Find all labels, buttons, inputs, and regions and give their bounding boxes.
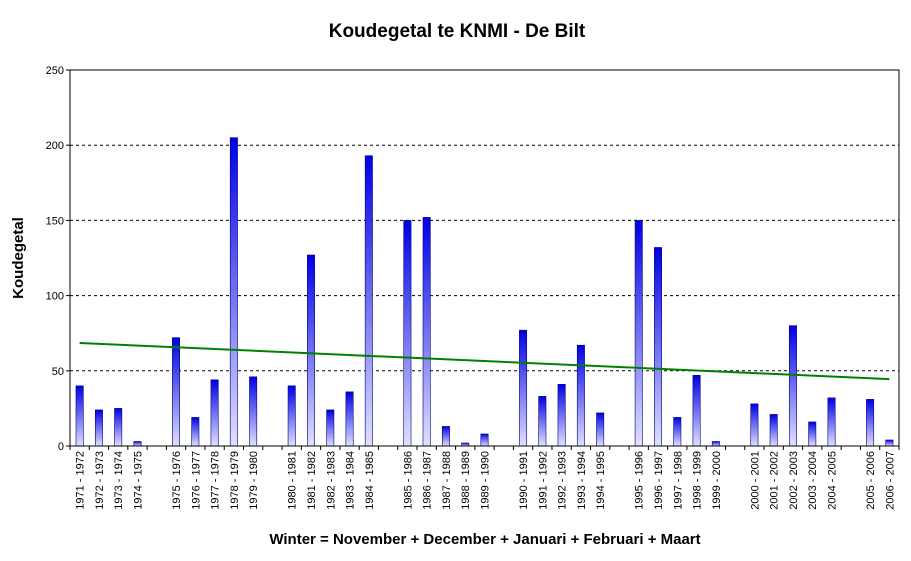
x-tick-label: 1991 - 1992 xyxy=(537,451,549,510)
bar xyxy=(711,441,720,447)
y-tick-label: 250 xyxy=(46,65,64,77)
x-tick-label: 1996 - 1997 xyxy=(653,451,665,510)
bar xyxy=(422,217,431,447)
bar xyxy=(808,421,817,447)
bar xyxy=(403,220,412,447)
x-tick-label: 1979 - 1980 xyxy=(248,451,260,510)
chart-title: Koudegetal te KNMI - De Bilt xyxy=(329,21,586,42)
x-tick-label: 1982 - 1983 xyxy=(325,451,337,510)
x-tick-label: 1977 - 1978 xyxy=(210,451,222,510)
x-tick-label: 1973 - 1974 xyxy=(113,451,125,510)
bar xyxy=(692,375,701,447)
x-tick-label: 1980 - 1981 xyxy=(287,451,299,510)
x-tick-label: 1995 - 1996 xyxy=(634,451,646,510)
x-tick-label: 2005 - 2006 xyxy=(865,451,877,510)
y-tick-label: 100 xyxy=(46,291,64,303)
bar xyxy=(249,376,258,447)
x-tick-label: 1976 - 1977 xyxy=(190,451,202,510)
y-axis-title: Koudegetal xyxy=(10,217,27,299)
x-tick-label: 1992 - 1993 xyxy=(557,451,569,510)
x-tick-label: 1984 - 1985 xyxy=(364,451,376,510)
x-tick-label: 1972 - 1973 xyxy=(94,451,106,510)
x-tick-label: 2002 - 2003 xyxy=(788,451,800,510)
x-tick-label: 2003 - 2004 xyxy=(807,451,819,510)
x-tick-label: 1983 - 1984 xyxy=(345,451,357,510)
x-tick-label: 1985 - 1986 xyxy=(402,451,414,510)
x-tick-label: 1974 - 1975 xyxy=(132,451,144,510)
bar xyxy=(326,409,335,447)
bar xyxy=(750,403,759,447)
bar xyxy=(307,254,315,447)
trendline xyxy=(79,341,890,381)
x-tick-label: 2004 - 2005 xyxy=(827,451,839,510)
bar xyxy=(114,408,123,447)
x-tick-label: 1990 - 1991 xyxy=(518,451,530,510)
bar xyxy=(538,396,547,447)
y-tick-label: 0 xyxy=(58,441,64,453)
x-tick-label: 1987 - 1988 xyxy=(441,451,453,510)
x-tick-label: 1988 - 1989 xyxy=(460,451,472,510)
y-tick-label: 200 xyxy=(46,140,64,152)
bar xyxy=(769,414,778,447)
bar xyxy=(673,417,682,447)
axes xyxy=(66,69,900,450)
bar xyxy=(480,433,489,447)
bar xyxy=(827,397,836,447)
x-tick-label: 2000 - 2001 xyxy=(749,451,761,510)
x-tick-label: 1986 - 1987 xyxy=(422,451,434,510)
x-tick-label: 1989 - 1990 xyxy=(480,451,492,510)
plot-area-border xyxy=(69,69,900,447)
bar xyxy=(191,417,200,447)
x-tick-label: 1978 - 1979 xyxy=(229,451,241,510)
bar xyxy=(172,337,180,447)
x-axis-title: Winter = November + December + Januari +… xyxy=(269,531,700,548)
x-tick-label: 1998 - 1999 xyxy=(692,451,704,510)
x-tick-label: 2006 - 2007 xyxy=(884,451,896,510)
x-tick-label: 1975 - 1976 xyxy=(171,451,183,510)
trendline-group xyxy=(79,341,890,381)
y-tick-label: 150 xyxy=(46,215,64,227)
bar xyxy=(94,409,103,447)
x-tick-label: 1999 - 2000 xyxy=(711,451,723,510)
bar xyxy=(885,439,894,447)
bars xyxy=(75,137,894,447)
bar xyxy=(75,385,84,447)
y-tick-labels: 0 50 100 150 200 250 xyxy=(46,65,64,453)
x-tick-label: 2001 - 2002 xyxy=(769,451,781,510)
bar xyxy=(519,329,528,447)
bar xyxy=(557,384,566,447)
bar xyxy=(596,412,605,447)
bar xyxy=(133,441,142,447)
y-tick-label: 50 xyxy=(52,366,64,378)
x-tick-label: 1993 - 1994 xyxy=(576,451,588,510)
bar xyxy=(210,379,219,447)
bar xyxy=(866,399,875,447)
bar xyxy=(229,137,238,447)
bar xyxy=(634,220,643,447)
bar xyxy=(287,385,296,447)
gridlines xyxy=(70,69,899,372)
x-tick-label: 1981 - 1982 xyxy=(306,451,318,510)
x-tick-label: 1994 - 1995 xyxy=(595,451,607,510)
bar xyxy=(345,391,354,447)
x-tick-label: 1997 - 1998 xyxy=(672,451,684,510)
bar xyxy=(576,344,585,447)
bar xyxy=(788,325,797,447)
x-tick-labels: 1971 - 1972 1972 - 1973 1973 - 1974 1974 - … xyxy=(75,451,897,510)
bar xyxy=(654,247,662,447)
x-tick-label: 1971 - 1972 xyxy=(75,451,87,510)
bar xyxy=(441,426,450,447)
bar xyxy=(364,155,373,447)
